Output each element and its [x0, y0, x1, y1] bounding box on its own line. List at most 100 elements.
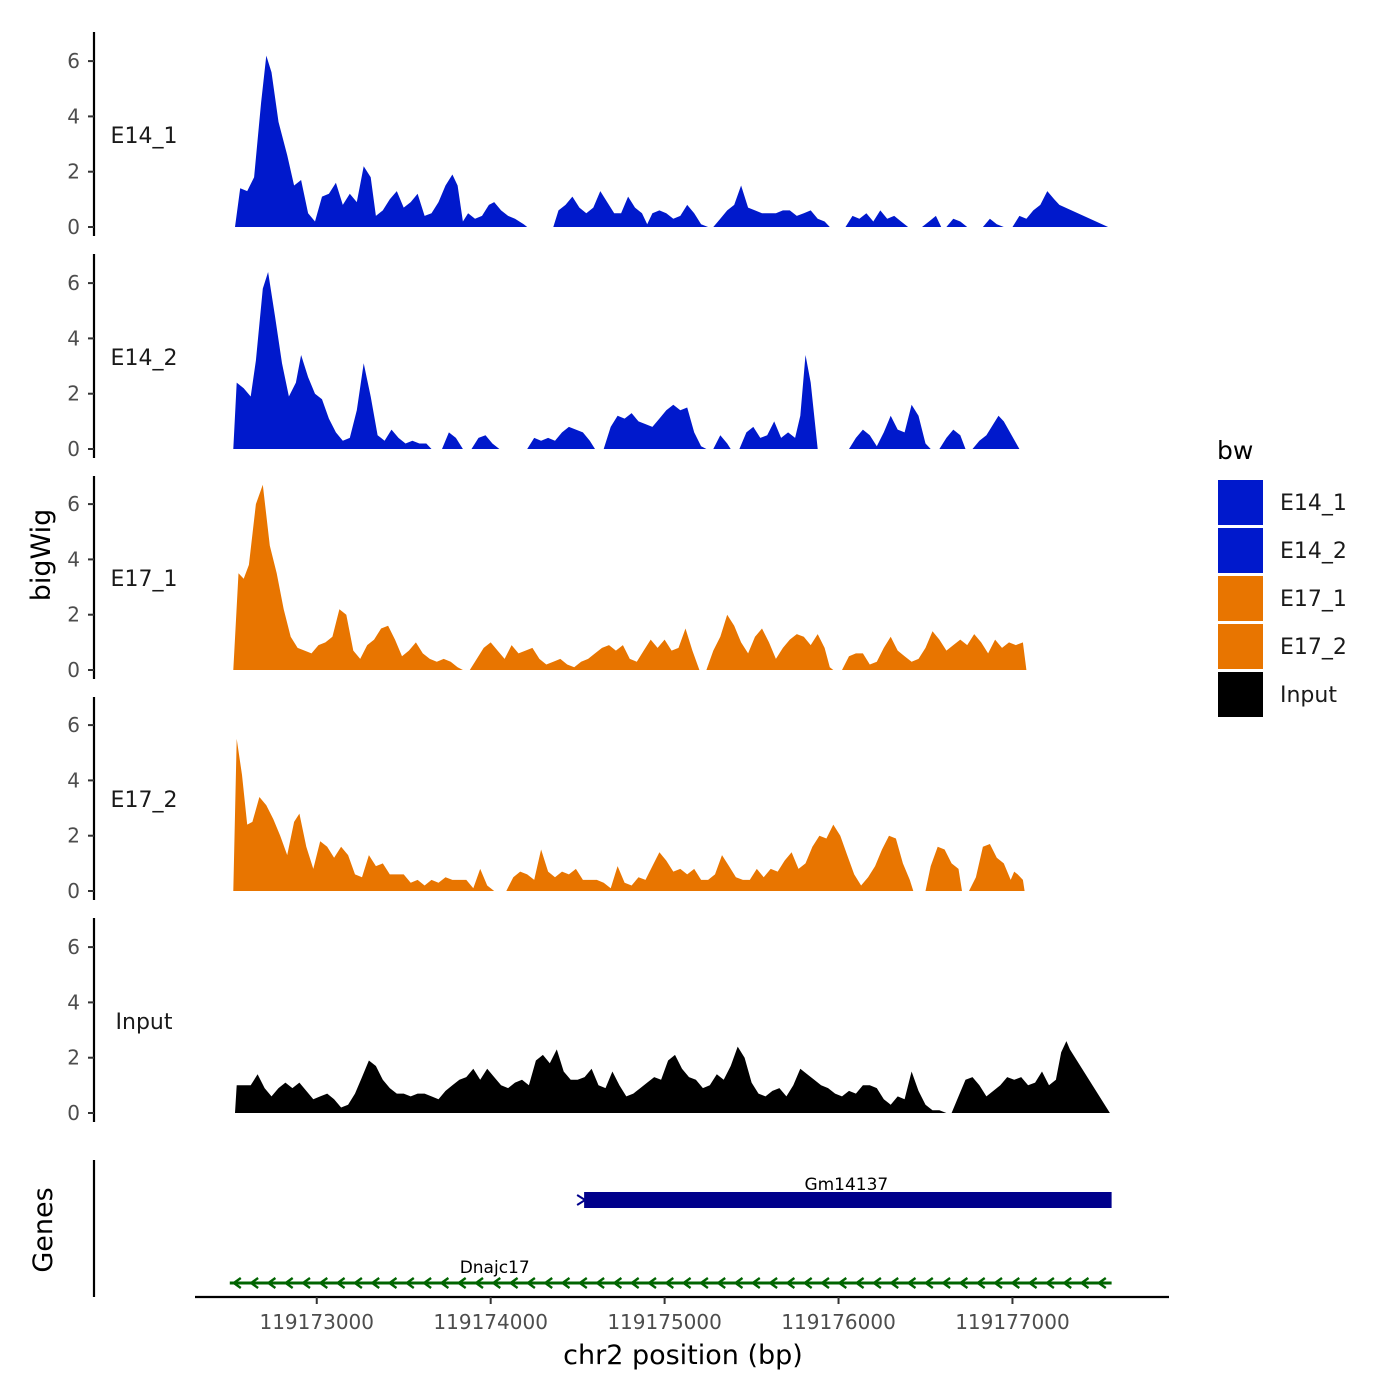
- legend-item-input: Input: [1218, 672, 1337, 717]
- strand-arrow: [975, 1277, 986, 1289]
- gene-label: Gm14137: [804, 1175, 888, 1195]
- strand-arrow: [266, 1277, 277, 1289]
- y-tick-label: 2: [67, 824, 80, 848]
- genes-track-title: Genes: [28, 1187, 59, 1272]
- legend: bw E14_1 E14_2 E17_1 E17_2 Input: [1217, 436, 1347, 717]
- y-tick-label: 4: [67, 547, 80, 571]
- track-label: E17_2: [111, 788, 178, 813]
- y-tick-label: 4: [67, 990, 80, 1014]
- strand-arrow: [576, 1194, 588, 1206]
- legend-swatch: [1218, 672, 1263, 717]
- strand-arrow: [923, 1277, 934, 1289]
- strand-arrow: [283, 1277, 294, 1289]
- strand-arrow: [300, 1277, 311, 1289]
- x-tick-label: 119176000: [781, 1310, 896, 1334]
- strand-arrow: [681, 1277, 692, 1289]
- strand-arrow: [335, 1277, 346, 1289]
- x-tick-label: 119177000: [955, 1310, 1070, 1334]
- strand-arrow: [508, 1277, 519, 1289]
- strand-arrow: [698, 1277, 709, 1289]
- strand-arrow: [802, 1277, 813, 1289]
- strand-arrow: [664, 1277, 674, 1289]
- y-tick-label: 6: [67, 935, 80, 959]
- strand-arrow: [231, 1277, 242, 1289]
- track-input: 0 2 4 6 Input: [67, 918, 1110, 1125]
- legend-label: E17_1: [1280, 587, 1347, 612]
- strand-arrow: [422, 1277, 432, 1289]
- track-label: Input: [116, 1010, 173, 1035]
- strand-arrow: [629, 1277, 640, 1289]
- legend-swatch: [1218, 624, 1263, 669]
- strand-arrow: [560, 1277, 571, 1289]
- strand-arrow: [612, 1277, 623, 1289]
- strand-arrow: [543, 1277, 553, 1289]
- strand-arrow: [1062, 1277, 1072, 1289]
- strand-arrow: [716, 1277, 726, 1289]
- strand-arrow: [456, 1277, 467, 1289]
- legend-item-e14-2: E14_2: [1218, 528, 1347, 573]
- x-axis: 119173000 119174000 119175000 119176000 1191…: [195, 1295, 1169, 1334]
- strand-arrow: [473, 1277, 484, 1289]
- y-tick-label: 2: [67, 382, 80, 406]
- strand-arrow: [577, 1277, 588, 1289]
- strand-arrow: [1010, 1277, 1020, 1289]
- y-tick-label: 4: [67, 768, 80, 792]
- strand-arrow: [646, 1277, 657, 1289]
- y-tick-label: 2: [67, 1046, 80, 1070]
- x-tick-label: 119175000: [607, 1310, 722, 1334]
- track-e17-1: 0 2 4 6 E17_1: [67, 476, 1109, 682]
- y-tick-label: 0: [67, 1101, 80, 1125]
- track-e14-1: 0 2 4 6 E14_1: [67, 32, 1109, 239]
- y-tick-label: 4: [67, 326, 80, 350]
- y-tick-label: 6: [67, 49, 80, 73]
- strand-arrow: [439, 1277, 450, 1289]
- gene-dnajc17: Dnajc17: [229, 1258, 1112, 1289]
- strand-arrow: [318, 1277, 328, 1289]
- legend-swatch: [1218, 576, 1263, 621]
- strand-arrow: [750, 1277, 761, 1289]
- strand-arrow: [992, 1277, 1003, 1289]
- bigwig-tracks: 0 2 4 6 E14_1 0 2 4 6 E14_2 0 2 4 6 E17_1 0 2 4 6 E17_2 0 2 4 6…: [67, 32, 1110, 1125]
- y-tick-label: 2: [67, 160, 80, 184]
- gene-track: Gm14137 Dnajc17: [92, 1160, 1112, 1297]
- y-tick-label: 0: [67, 215, 80, 239]
- area-e17-2: [233, 738, 1109, 891]
- strand-arrow: [1079, 1277, 1090, 1289]
- x-axis-title: chr2 position (bp): [563, 1340, 803, 1371]
- strand-arrow: [854, 1277, 865, 1289]
- gene-exon: [584, 1192, 1112, 1208]
- gene-label: Dnajc17: [460, 1258, 530, 1278]
- y-tick-label: 6: [67, 492, 80, 516]
- strand-arrow: [249, 1277, 259, 1289]
- strand-arrow: [941, 1277, 951, 1289]
- y-tick-label: 6: [67, 713, 80, 737]
- legend-item-e17-2: E17_2: [1218, 624, 1347, 669]
- y-tick-label: 0: [67, 658, 80, 682]
- legend-title: bw: [1217, 436, 1253, 465]
- legend-item-e17-1: E17_1: [1218, 576, 1347, 621]
- track-e14-2: 0 2 4 6 E14_2: [67, 254, 1109, 461]
- strand-arrow: [1044, 1277, 1055, 1289]
- area-e17-1: [233, 484, 1109, 670]
- strand-arrow: [370, 1277, 380, 1289]
- legend-item-e14-1: E14_1: [1218, 480, 1347, 525]
- track-e17-2: 0 2 4 6 E17_2: [67, 697, 1109, 903]
- strand-arrow: [819, 1277, 830, 1289]
- x-tick-label: 119173000: [259, 1310, 374, 1334]
- strand-arrow: [491, 1277, 501, 1289]
- gene-gm14137: Gm14137: [576, 1175, 1112, 1208]
- y-tick-label: 0: [67, 879, 80, 903]
- legend-label: E17_2: [1280, 635, 1347, 660]
- track-label: E17_1: [111, 567, 178, 592]
- strand-arrow: [837, 1277, 847, 1289]
- strand-arrow: [785, 1277, 796, 1289]
- strand-arrow: [768, 1277, 778, 1289]
- strand-arrow: [733, 1277, 744, 1289]
- strand-arrow: [1027, 1277, 1038, 1289]
- track-label: E14_2: [111, 346, 178, 371]
- legend-label: E14_2: [1280, 539, 1347, 564]
- legend-swatch: [1218, 528, 1263, 573]
- strand-arrow: [871, 1277, 882, 1289]
- legend-label: E14_1: [1280, 491, 1347, 516]
